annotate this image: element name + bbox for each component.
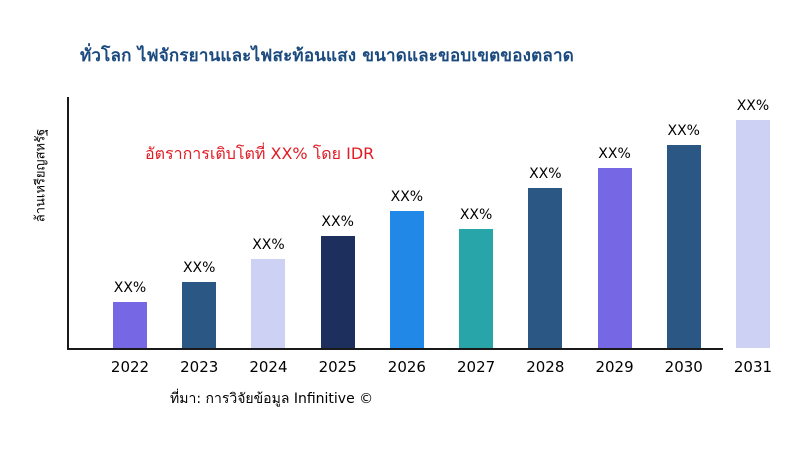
bar-2026 [389, 211, 424, 348]
x-tick-label-2025: 2025 [318, 358, 357, 376]
y-axis-title: ล้านเหรียญสหรัฐ [33, 128, 49, 223]
bar-2028 [528, 188, 563, 348]
x-axis-line [67, 348, 723, 350]
bar-column-2031: XX% 2031 [734, 98, 772, 376]
bar-2030 [666, 145, 701, 348]
bar-column-2029: XX% 2029 [595, 98, 633, 376]
bar-value-label-2027: XX% [459, 207, 493, 223]
source-attribution: ที่มา: การวิจัยข้อมูล Infinitive © [170, 391, 374, 407]
chart-title: ทั่วโลก ไฟจักรยานและไฟสะท้อนแสง ขนาดและข… [80, 46, 575, 66]
x-tick-label-2029: 2029 [595, 358, 634, 376]
bar-column-2023: XX% 2023 [180, 98, 218, 376]
bar-value-label-2025: XX% [321, 214, 354, 230]
x-tick-label-2028: 2028 [526, 358, 565, 376]
bar-2029 [597, 168, 632, 348]
bar-2023 [182, 282, 217, 348]
bar-value-label-2031: XX% [736, 98, 770, 114]
bar-column-2022: XX% 2022 [111, 98, 149, 376]
bar-value-label-2023: XX% [182, 260, 216, 276]
y-axis-line [67, 97, 69, 350]
bar-column-2030: XX% 2030 [665, 98, 703, 376]
bar-2027 [459, 229, 494, 348]
bar-2022 [113, 302, 147, 348]
x-tick-label-2023: 2023 [180, 358, 219, 376]
bar-2031 [735, 120, 770, 348]
bar-column-2028: XX% 2028 [526, 98, 564, 376]
x-tick-label-2031: 2031 [733, 358, 773, 376]
bar-2025 [320, 236, 355, 348]
bar-value-label-2028: XX% [529, 166, 562, 182]
x-tick-label-2022: 2022 [110, 358, 150, 376]
bar-column-2027: XX% 2027 [457, 98, 495, 376]
bar-value-label-2029: XX% [598, 146, 631, 162]
bar-value-label-2030: XX% [667, 123, 700, 139]
bar-2024 [251, 259, 286, 348]
bar-column-2026: XX% 2026 [388, 98, 426, 376]
x-tick-label-2030: 2030 [664, 358, 703, 376]
bar-column-2025: XX% 2025 [319, 98, 357, 376]
x-tick-label-2027: 2027 [457, 358, 496, 376]
bar-column-2024: XX% 2024 [249, 98, 287, 376]
bar-value-label-2026: XX% [390, 189, 424, 205]
bars-container: XX% 2022 XX% 2023 XX% 2024 XX% 2025 XX% 2026 XX% 20… [111, 98, 772, 376]
x-tick-label-2026: 2026 [387, 358, 426, 376]
bar-value-label-2024: XX% [252, 237, 285, 253]
bar-value-label-2022: XX% [113, 280, 147, 296]
x-tick-label-2024: 2024 [249, 358, 288, 376]
growth-rate-annotation: อัตราการเติบโตที่ XX% โดย IDR [145, 144, 375, 163]
